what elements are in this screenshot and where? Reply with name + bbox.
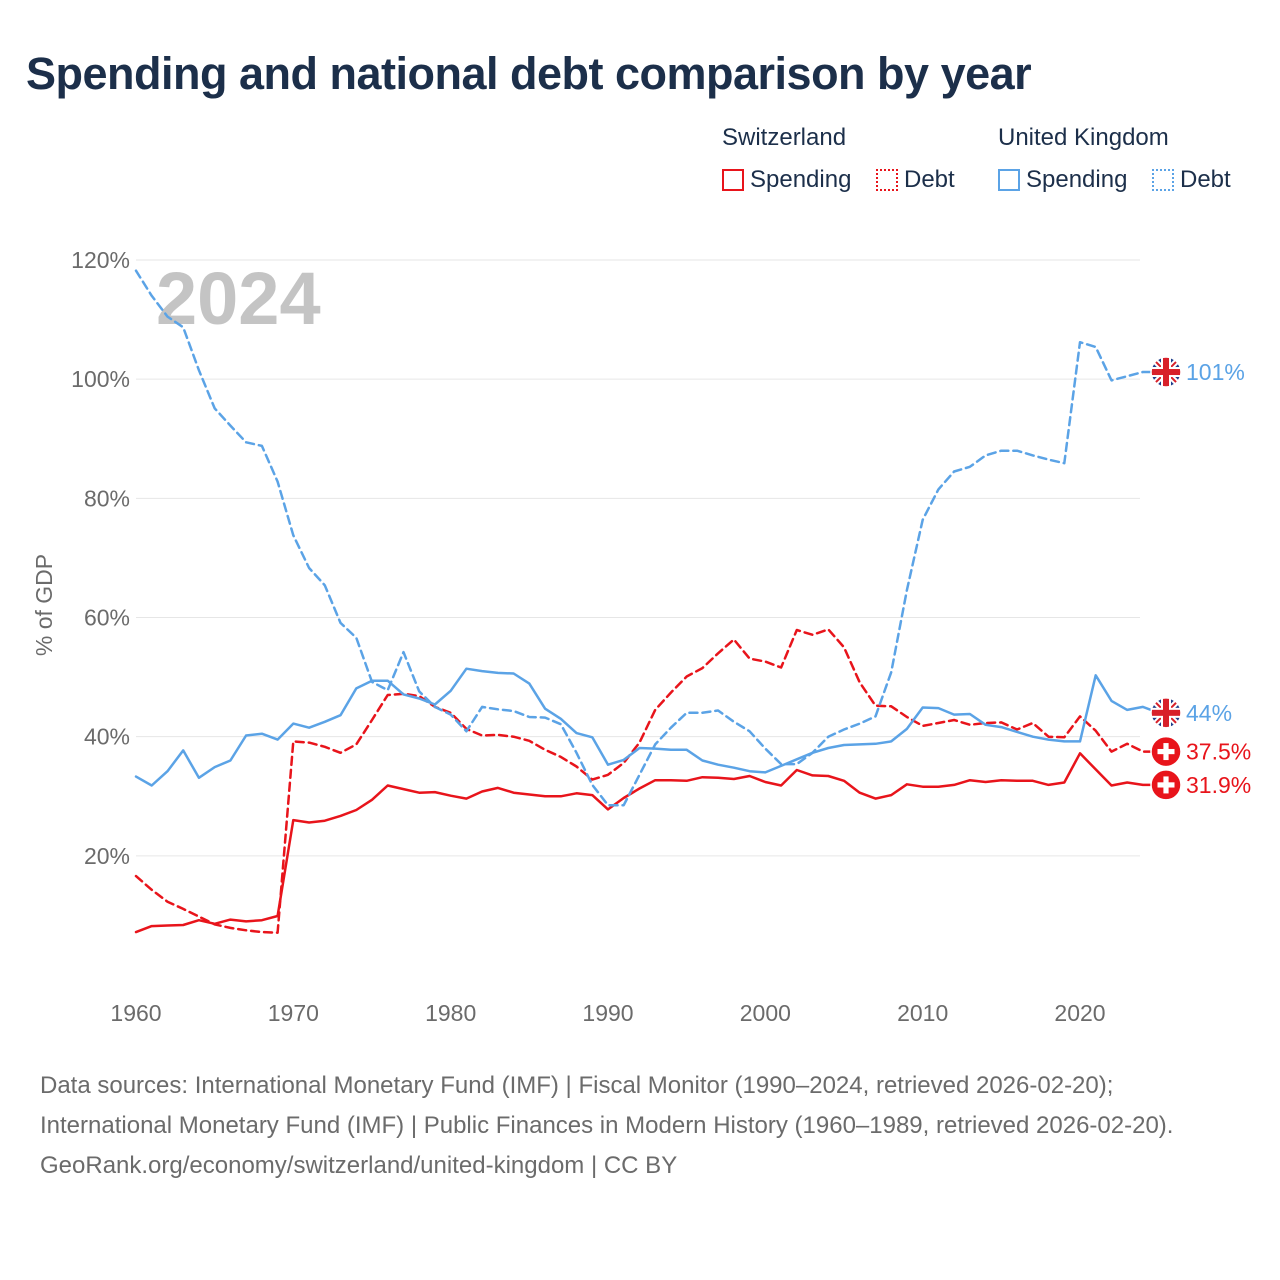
y-tick-label: 100% (71, 366, 130, 392)
end-value-label: 101% (1186, 359, 1245, 385)
legend-item-switzerland-debt[interactable]: Debt (876, 166, 955, 194)
end-value-label: 31.9% (1186, 772, 1251, 798)
y-tick-label: 20% (84, 843, 130, 869)
legend-label: Debt (1180, 166, 1231, 193)
x-tick-label: 2010 (897, 1000, 948, 1026)
y-tick-label: 60% (84, 605, 130, 631)
series-line-switzerland-debt (134, 628, 1168, 934)
data-sources: Data sources: International Monetary Fun… (40, 1072, 1174, 1139)
year-watermark: 2024 (156, 257, 321, 340)
swiss-flag-icon (1150, 735, 1182, 768)
flag-cross-red-v (1163, 357, 1169, 388)
uk-flag-icon (1150, 697, 1182, 729)
legend-item-switzerland-spending[interactable]: Spending (722, 166, 851, 194)
end-value-label: 44% (1186, 700, 1232, 726)
series-line-united-kingdom-debt (134, 269, 1168, 807)
y-tick-label: 80% (84, 485, 130, 511)
x-tick-label: 1980 (425, 1000, 476, 1026)
series-line-united-kingdom-spending (134, 667, 1168, 787)
axis-labels: 20% 40% 60% 80% 100% 120% 1960 1970 1980 1990 2000… (71, 247, 1105, 1026)
x-tick-label: 2000 (740, 1000, 791, 1026)
x-tick-label: 2020 (1054, 1000, 1105, 1026)
series-line-switzerland-spending (134, 752, 1168, 934)
y-tick-label: 120% (71, 247, 130, 273)
legend-label: Debt (904, 166, 955, 193)
end-value-label: 37.5% (1186, 739, 1251, 765)
legend-item-united-kingdom-debt[interactable]: Debt (1152, 166, 1231, 194)
line-chart: 2024 20% 40% 60% 80% 100% 120% 1960 1970 1980 199… (31, 247, 1251, 1026)
footer: Data sources: International Monetary Fun… (40, 1066, 1240, 1186)
flag-cross-horizontal (1157, 748, 1175, 755)
legend-swatch-dotted-red (876, 169, 898, 191)
x-tick-label: 1990 (582, 1000, 633, 1026)
flag-cross-red-v (1163, 697, 1169, 728)
grid-lines (136, 259, 1140, 857)
legend-label: Spending (1026, 166, 1128, 193)
end-markers: 31.9% 37.5% 44% 101% (1150, 356, 1251, 801)
legend-title-switzerland: Switzerland (722, 124, 847, 151)
legend-swatch-solid-blue (998, 169, 1020, 191)
y-tick-label: 40% (84, 724, 130, 750)
flag-body (1151, 697, 1181, 728)
flag-cross-horizontal (1157, 782, 1175, 788)
legend-group-switzerland: Switzerland Spending Debt (722, 124, 982, 204)
x-tick-label: 1970 (268, 1000, 319, 1026)
legend-group-united-kingdom: United Kingdom Spending Debt (998, 124, 1258, 204)
flag-body (1151, 357, 1181, 388)
series-lines (134, 269, 1168, 934)
flag-outline (1150, 697, 1182, 729)
swiss-flag-icon (1150, 769, 1182, 801)
chart-title: Spending and national debt comparison by… (26, 48, 1032, 99)
legend-label: Spending (750, 166, 852, 193)
flag-outline (1150, 356, 1182, 388)
uk-flag-icon (1150, 356, 1182, 388)
legend-swatch-dotted-blue (1152, 169, 1174, 191)
x-tick-label: 1960 (110, 1000, 161, 1026)
legend-item-united-kingdom-spending[interactable]: Spending (998, 166, 1127, 194)
credit-link[interactable]: GeoRank.org/economy/switzerland/united-k… (40, 1152, 678, 1179)
legend-title-united-kingdom: United Kingdom (998, 124, 1169, 151)
y-axis-label: % of GDP (31, 554, 57, 656)
legend-swatch-solid-red (722, 169, 744, 191)
